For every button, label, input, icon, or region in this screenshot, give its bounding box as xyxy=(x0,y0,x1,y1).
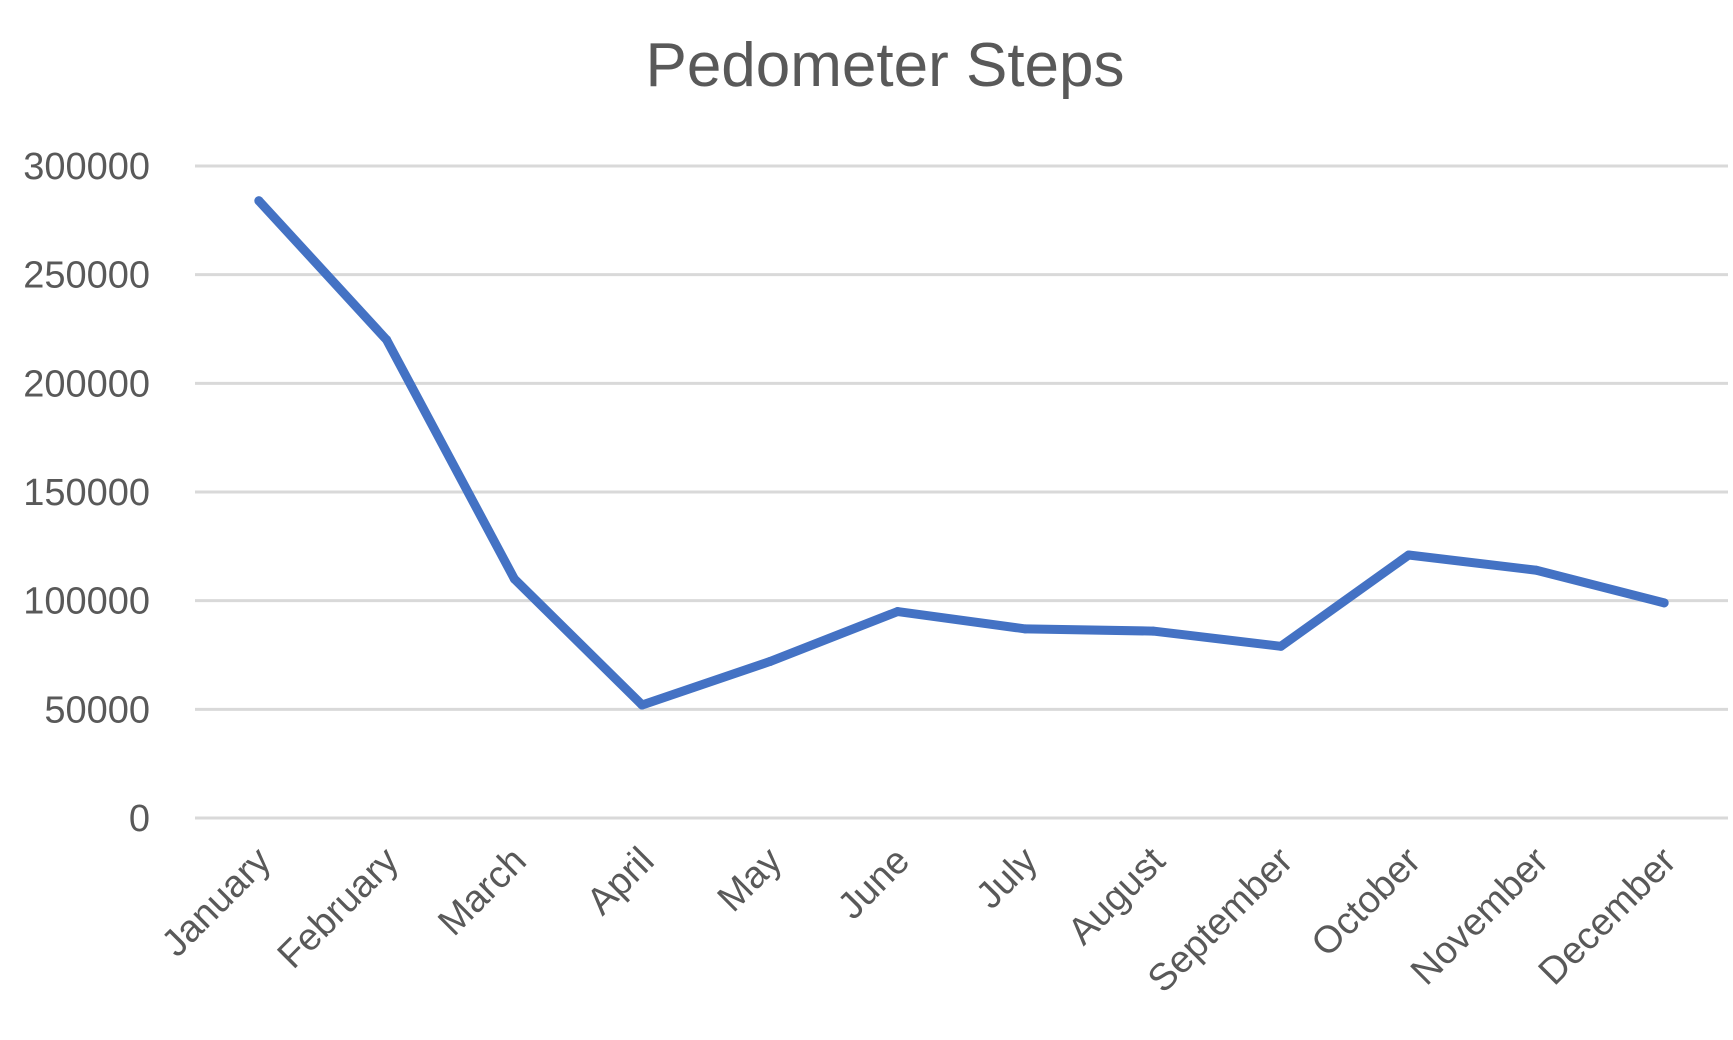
x-tick-label: February xyxy=(270,840,407,977)
chart-title: Pedometer Steps xyxy=(645,31,1124,100)
y-tick-label: 150000 xyxy=(23,472,150,514)
x-tick-label: November xyxy=(1403,839,1557,993)
y-tick-label: 50000 xyxy=(44,689,150,731)
y-tick-label: 300000 xyxy=(23,146,150,188)
y-tick-label: 250000 xyxy=(23,255,150,297)
data-point xyxy=(1148,626,1158,636)
x-tick-label: April xyxy=(579,840,662,923)
data-point xyxy=(637,700,647,710)
x-tick-label: December xyxy=(1531,839,1685,993)
data-point xyxy=(382,335,392,345)
y-tick-label: 100000 xyxy=(23,581,150,623)
series-line xyxy=(254,196,1669,710)
x-tick-label: May xyxy=(710,840,790,920)
data-point xyxy=(1404,550,1414,560)
y-tick-label: 200000 xyxy=(23,363,150,405)
x-tick-label: June xyxy=(830,840,918,928)
y-tick-label: 0 xyxy=(129,798,150,840)
x-tick-label: January xyxy=(154,840,279,965)
data-point xyxy=(509,574,519,584)
data-point xyxy=(1276,641,1286,651)
gridlines xyxy=(195,164,1728,820)
data-point xyxy=(893,607,903,617)
x-tick-label: July xyxy=(968,840,1045,917)
data-point xyxy=(254,196,264,206)
data-point xyxy=(1020,624,1030,634)
x-tick-label: March xyxy=(430,840,534,944)
data-point xyxy=(1531,565,1541,575)
x-tick-label: October xyxy=(1304,839,1430,965)
y-axis-tick-labels: 0 50000 100000 150000 200000 250000 300000 xyxy=(23,146,150,840)
data-point xyxy=(765,657,775,667)
series-layer xyxy=(254,196,1669,710)
data-point xyxy=(1659,598,1669,608)
x-tick-label: August xyxy=(1060,839,1174,953)
